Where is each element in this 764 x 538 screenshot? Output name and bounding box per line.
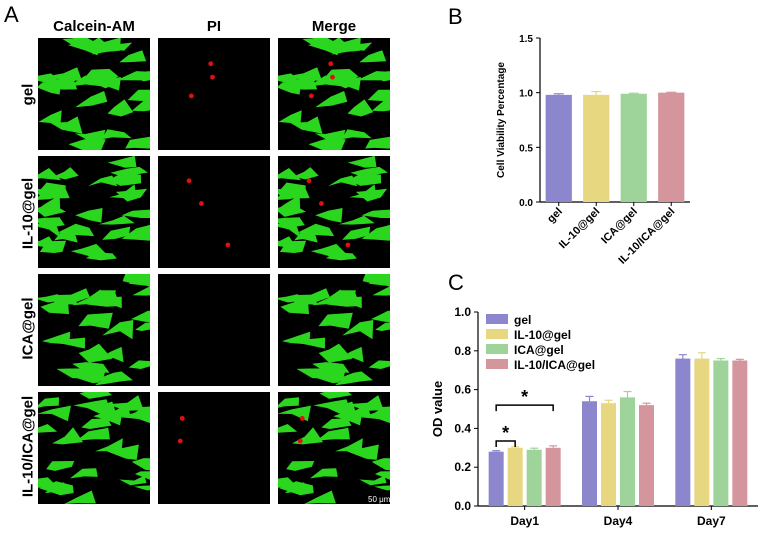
y-tick-label: 0.0 <box>519 198 533 209</box>
y-tick-label: 0.4 <box>454 421 471 435</box>
legend-swatch <box>486 344 508 354</box>
cell-viability-chart: 0.0 0.5 1.0 1.5 Cell Viability Percentage gel… <box>496 34 690 267</box>
y-tick-label: 1.0 <box>519 89 533 100</box>
merge-image-il10-ica-gel <box>278 392 390 504</box>
y-axis-label: OD value <box>430 381 445 437</box>
calcein-image-il10-ica-gel <box>38 392 150 504</box>
column-header-calcein: Calcein-AM <box>53 18 135 35</box>
scale-bar-label: 50 μm <box>368 495 391 504</box>
merge-image-ica-gel <box>278 274 390 386</box>
bar-ICA@gel <box>620 93 647 202</box>
significance-bracket <box>495 404 554 412</box>
bar-IL-10@gel <box>583 94 610 202</box>
panel-a-letter: A <box>4 2 19 27</box>
legend-label: IL-10@gel <box>514 328 571 342</box>
legend-label: ICA@gel <box>514 343 564 357</box>
bar-ICA@gel-Day7 <box>713 360 729 506</box>
bar-IL-10@gel-Day7 <box>694 358 710 506</box>
y-tick-label: 0.2 <box>454 460 471 474</box>
bar-IL-10/ICA@gel-Day7 <box>732 360 748 506</box>
row-header-il10-ica-gel: IL-10/ICA@gel <box>19 395 37 498</box>
column-header-pi: PI <box>206 18 222 35</box>
bar-gel-Day1 <box>488 451 504 506</box>
panel-c-letter: C <box>448 270 464 295</box>
y-tick-label: 0.6 <box>454 383 471 397</box>
y-tick-label: 0.5 <box>519 143 533 154</box>
x-tick-label: Day1 <box>510 514 539 528</box>
significance-bracket <box>495 440 516 448</box>
y-tick-label: 1.5 <box>519 34 533 45</box>
significance-star: * <box>502 423 509 443</box>
bar-ICA@gel-Day4 <box>620 397 635 506</box>
column-header-merge: Merge <box>311 18 357 35</box>
legend-label: gel <box>514 313 531 327</box>
row-header-ica-gel: ICA@gel <box>19 297 37 360</box>
x-tick-label: Day4 <box>604 514 633 528</box>
calcein-image-ica-gel <box>38 274 150 386</box>
pi-image-ica-gel <box>158 274 270 386</box>
pi-image-il10-ica-gel <box>158 392 270 504</box>
bar-IL-10@gel-Day1 <box>507 447 523 506</box>
bar-gel-Day7 <box>675 358 691 506</box>
merge-image-gel <box>278 38 390 150</box>
row-header-gel: gel <box>19 83 37 106</box>
x-tick-label: gel <box>545 206 565 226</box>
x-tick-label: IL-10@gel <box>557 206 602 251</box>
panel-b-letter: B <box>448 4 463 29</box>
pi-image-il10-gel <box>158 156 270 268</box>
row-header-il10-gel: IL-10@gel <box>19 177 37 250</box>
od-value-chart: 0.0 0.2 0.4 0.6 0.8 1.0 OD value Day1 Day4 Day7 * *… <box>430 305 758 528</box>
y-tick-label: 0.0 <box>454 499 471 513</box>
bar-gel <box>545 94 572 202</box>
bar-ICA@gel-Day1 <box>526 449 542 506</box>
y-axis-label: Cell Viability Percentage <box>496 62 507 178</box>
bar-IL-10/ICA@gel-Day4 <box>639 405 654 506</box>
bar-gel-Day4 <box>582 401 597 506</box>
bar-IL-10@gel-Day4 <box>601 403 616 506</box>
merge-image-il10-gel <box>278 156 390 268</box>
bar-IL-10/ICA@gel-Day1 <box>545 447 561 506</box>
legend-label: IL-10/ICA@gel <box>514 358 595 372</box>
legend-swatch <box>486 359 508 369</box>
calcein-image-il10-gel <box>38 156 150 268</box>
scale-bar <box>368 506 388 509</box>
y-tick-label: 1.0 <box>454 305 471 319</box>
pi-image-gel <box>158 38 270 150</box>
legend-swatch <box>486 314 508 324</box>
significance-star: * <box>521 387 528 407</box>
legend-swatch <box>486 329 508 339</box>
bar-IL-10/ICA@gel <box>658 92 685 202</box>
calcein-image-gel <box>38 38 150 150</box>
x-tick-label: Day7 <box>697 514 726 528</box>
y-tick-label: 0.8 <box>454 344 471 358</box>
